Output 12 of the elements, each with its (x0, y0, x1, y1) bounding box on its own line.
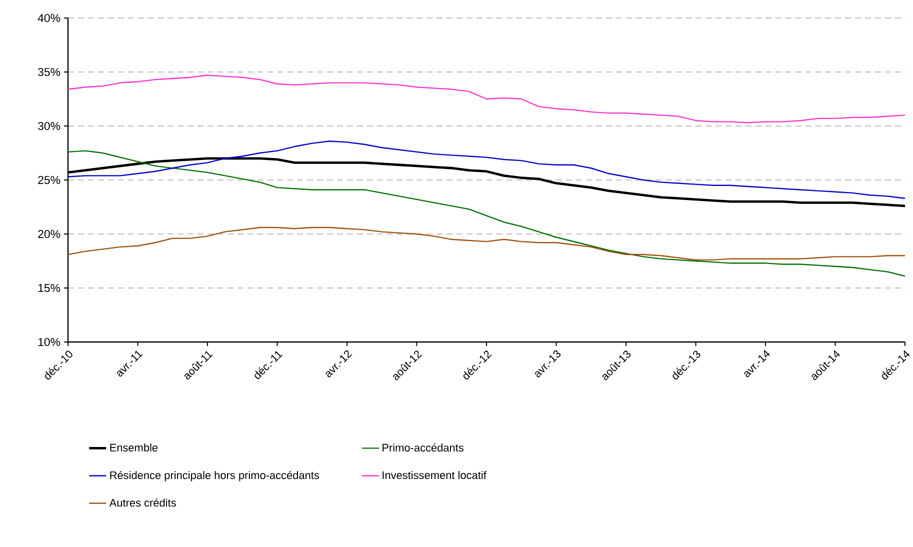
y-tick-label: 30% (38, 122, 60, 130)
y-tick-label: 40% (38, 14, 60, 22)
legend-label: Ensemble (110, 443, 158, 452)
y-tick-label: 20% (38, 230, 60, 238)
y-tick-label: 25% (38, 176, 60, 184)
legend-label: Investissement locatif (382, 471, 486, 480)
y-tick-label: 15% (38, 284, 60, 292)
legend-label: Primo-accédants (382, 443, 464, 452)
y-tick-label: 10% (38, 338, 60, 346)
legend-label: Autres crédits (109, 498, 176, 507)
legend-label: Résidence principale hors primo-accédants (110, 470, 320, 482)
y-tick-label: 35% (38, 68, 60, 76)
